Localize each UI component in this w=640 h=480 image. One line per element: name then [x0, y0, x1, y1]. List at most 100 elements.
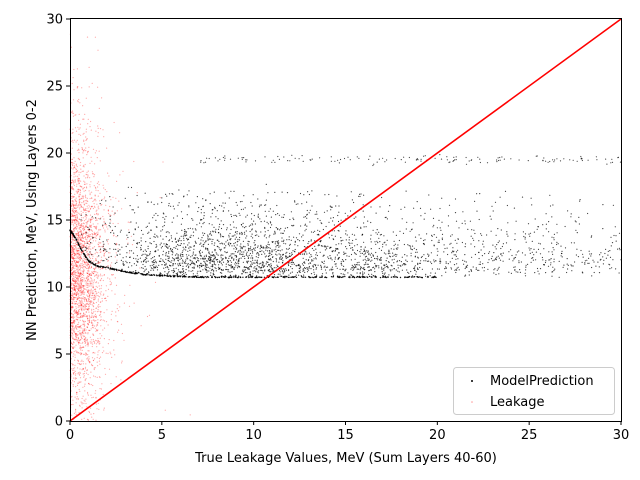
model-prediction-point: [378, 265, 380, 267]
leakage-point: [78, 297, 80, 299]
leakage-point: [92, 284, 94, 286]
leakage-point: [72, 209, 74, 211]
model-prediction-point: [321, 261, 323, 263]
model-prediction-point: [135, 264, 138, 266]
leakage-point: [81, 279, 83, 281]
leakage-point: [76, 183, 78, 185]
leakage-point: [103, 253, 105, 255]
leakage-point: [91, 345, 93, 348]
leakage-point: [79, 306, 81, 308]
model-prediction-point: [254, 266, 256, 268]
model-prediction-point: [330, 209, 332, 211]
leakage-point: [78, 222, 80, 224]
model-prediction-point: [416, 267, 419, 269]
model-prediction-point: [160, 242, 162, 244]
leakage-point: [88, 285, 90, 287]
leakage-point: [107, 209, 109, 211]
model-prediction-point: [231, 245, 233, 247]
leakage-point: [92, 384, 94, 387]
model-prediction-point: [523, 235, 525, 238]
model-prediction-point: [464, 274, 467, 276]
model-prediction-point: [587, 262, 589, 264]
model-prediction-point: [245, 226, 247, 228]
leakage-point: [75, 398, 77, 400]
leakage-point: [74, 276, 77, 278]
model-prediction-point: [362, 233, 364, 236]
leakage-point: [75, 280, 77, 282]
leakage-point: [73, 207, 75, 209]
model-prediction-point: [397, 247, 399, 249]
leakage-point: [83, 288, 85, 290]
model-prediction-point: [428, 254, 430, 256]
model-prediction-point: [149, 252, 151, 255]
model-prediction-point: [215, 228, 217, 230]
model-prediction-point: [300, 275, 302, 277]
model-prediction-point: [548, 251, 550, 253]
model-prediction-point: [325, 246, 327, 248]
leakage-point: [103, 252, 105, 255]
leakage-point: [73, 321, 75, 323]
model-prediction-point: [456, 267, 458, 269]
leakage-point: [86, 326, 88, 328]
model-prediction-point: [365, 260, 367, 262]
leakage-point: [71, 316, 73, 319]
leakage-point: [91, 242, 93, 244]
leakage-point: [89, 300, 91, 303]
model-prediction-point: [457, 238, 459, 240]
leakage-point: [82, 293, 84, 295]
leakage-point: [96, 182, 98, 184]
model-prediction-point: [226, 229, 228, 231]
model-prediction-point: [105, 249, 107, 251]
leakage-point: [72, 380, 74, 382]
leakage-point: [73, 271, 75, 273]
leakage-point: [81, 246, 83, 249]
leakage-point: [89, 239, 91, 241]
model-prediction-point: [267, 241, 269, 243]
model-prediction-point: [103, 243, 105, 245]
leakage-point: [87, 170, 89, 172]
model-prediction-point: [202, 244, 204, 246]
leakage-point: [126, 238, 128, 240]
leakage-point: [72, 343, 74, 345]
model-prediction-point: [172, 274, 174, 277]
leakage-point: [72, 200, 74, 202]
leakage-point: [72, 211, 74, 214]
model-prediction-point: [470, 270, 473, 272]
leakage-point: [97, 354, 99, 356]
model-prediction-point: [375, 243, 377, 245]
leakage-point: [92, 240, 94, 242]
model-prediction-point: [464, 223, 466, 225]
leakage-point: [76, 265, 78, 267]
leakage-point: [73, 165, 75, 167]
leakage-point: [90, 288, 92, 290]
model-prediction-point: [399, 264, 401, 267]
model-prediction-point: [474, 200, 476, 202]
leakage-point: [80, 304, 82, 306]
model-prediction-point: [379, 276, 382, 279]
leakage-point: [80, 264, 82, 266]
leakage-point: [74, 239, 76, 241]
model-prediction-point: [140, 229, 143, 232]
leakage-point: [73, 225, 75, 227]
leakage-point: [97, 252, 99, 254]
model-prediction-point: [434, 272, 436, 274]
model-prediction-point: [242, 271, 244, 273]
leakage-point: [72, 329, 74, 331]
leakage-point: [79, 327, 81, 329]
model-prediction-point: [437, 241, 439, 243]
model-prediction-point: [529, 232, 532, 234]
leakage-point: [74, 220, 76, 222]
leakage-point: [84, 113, 86, 115]
leakage-point: [75, 294, 77, 296]
model-prediction-point: [169, 260, 171, 262]
leakage-point: [97, 217, 100, 220]
leakage-point: [82, 315, 85, 317]
model-prediction-point: [134, 212, 136, 214]
model-prediction-point: [364, 258, 366, 260]
leakage-point: [72, 274, 74, 276]
leakage-point: [78, 273, 81, 276]
model-prediction-point: [363, 272, 365, 274]
leakage-point: [82, 118, 84, 120]
leakage-point: [71, 204, 74, 206]
leakage-point: [81, 264, 84, 267]
